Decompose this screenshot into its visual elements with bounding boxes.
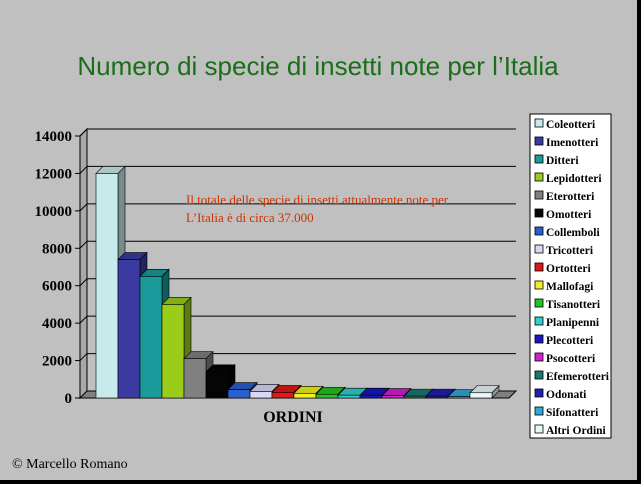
legend-label: Tisanotteri	[546, 299, 601, 311]
y-tick-label: 6000	[42, 279, 72, 295]
legend-label: Coleotteri	[546, 119, 596, 131]
legend-item-planipenni: Planipenni	[534, 316, 600, 329]
legend-label: Psocotteri	[546, 353, 596, 365]
bar-omotteri	[205, 364, 236, 399]
legend-item-mallofagi: Mallofagi	[534, 280, 594, 293]
legend-swatch	[534, 226, 544, 236]
legend-item-eterotteri: Eterotteri	[534, 190, 595, 203]
legend-label: Imenotteri	[546, 137, 599, 149]
legend-label: Plecotteri	[546, 335, 594, 347]
gridline	[79, 128, 516, 137]
legend-label: Odonati	[546, 389, 587, 401]
legend-swatch	[534, 244, 544, 254]
legend-item-psocotteri: Psocotteri	[534, 352, 596, 365]
legend-label: Ditteri	[546, 155, 579, 167]
legend-label: Collemboli	[546, 227, 600, 239]
annotation-line-1: Il totale delle specie di insetti attual…	[186, 192, 449, 207]
plot-back-wall	[87, 129, 516, 391]
bar-altri-ordini	[469, 385, 500, 399]
legend-swatch	[534, 298, 544, 308]
legend-swatch	[534, 262, 544, 272]
bars	[95, 165, 500, 399]
legend-swatch	[534, 406, 544, 416]
y-axis-ticks: 0 2000 4000 6000 8000 10000 12000 14000	[35, 129, 80, 407]
gridline	[79, 353, 516, 361]
legend-swatch	[534, 370, 544, 380]
legend-item-plecotteri: Plecotteri	[534, 334, 594, 347]
y-tick-label: 2000	[42, 354, 72, 370]
legend-item-collemboli: Collemboli	[534, 226, 600, 239]
legend-label: Ortotteri	[546, 263, 591, 275]
gridline	[79, 315, 516, 324]
legend-item-tisanotteri: Tisanotteri	[534, 298, 601, 311]
legend-swatch	[534, 154, 544, 164]
legend-item-sifonatteri: Sifonatteri	[534, 406, 599, 419]
legend-item-odonati: Odonati	[534, 388, 587, 401]
legend-swatch	[534, 424, 544, 434]
legend-label: Planipenni	[546, 317, 600, 329]
legend-item-ditteri: Ditteri	[534, 154, 579, 167]
y-tick-label: 0	[65, 391, 73, 407]
legend-item-altri-ordini: Altri Ordini	[534, 424, 607, 437]
legend-swatch	[534, 172, 544, 182]
legend-label: Tricotteri	[546, 245, 594, 257]
legend-label: Efemerotteri	[546, 371, 610, 383]
legend-item-efemerotteri: Efemerotteri	[534, 370, 610, 383]
legend-swatch	[534, 208, 544, 218]
copyright-text: © Marcello Romano	[12, 457, 128, 472]
legend: Coleotteri Imenotteri Ditteri Lepidotteri Et…	[534, 118, 610, 437]
chart-title: Numero di specie di insetti note per l’I…	[77, 51, 559, 81]
legend-label: Mallofagi	[546, 281, 594, 293]
y-tick-label: 8000	[42, 241, 72, 257]
legend-label: Omotteri	[546, 209, 592, 221]
legend-item-tricotteri: Tricotteri	[534, 244, 594, 257]
legend-swatch	[534, 190, 544, 200]
legend-swatch	[534, 136, 544, 146]
legend-label: Eterotteri	[546, 191, 595, 203]
legend-label: Lepidotteri	[546, 173, 602, 185]
legend-swatch	[534, 118, 544, 128]
gridline	[79, 278, 516, 287]
y-tick-label: 4000	[42, 316, 72, 332]
y-tick-label: 10000	[35, 204, 73, 220]
legend-swatch	[534, 316, 544, 326]
legend-item-coleotteri: Coleotteri	[534, 118, 596, 131]
legend-item-lepidotteri: Lepidotteri	[534, 172, 602, 185]
gridline	[79, 240, 516, 249]
legend-swatch	[534, 352, 544, 362]
gridline	[79, 203, 516, 212]
legend-item-ortotteri: Ortotteri	[534, 262, 591, 275]
annotation-line-2: L’Italia è di circa 37.000	[186, 210, 314, 225]
x-axis-label: ORDINI	[263, 409, 323, 426]
legend-box	[529, 113, 612, 439]
legend-swatch	[534, 334, 544, 344]
legend-label: Altri Ordini	[546, 425, 607, 437]
legend-label: Sifonatteri	[546, 407, 599, 419]
gridlines	[79, 128, 516, 361]
legend-swatch	[534, 280, 544, 290]
y-tick-label: 14000	[35, 129, 73, 145]
legend-item-imenotteri: Imenotteri	[534, 136, 599, 149]
legend-swatch	[534, 388, 544, 398]
gridline	[79, 165, 516, 174]
y-tick-label: 12000	[35, 166, 73, 182]
legend-item-omotteri: Omotteri	[534, 208, 592, 221]
